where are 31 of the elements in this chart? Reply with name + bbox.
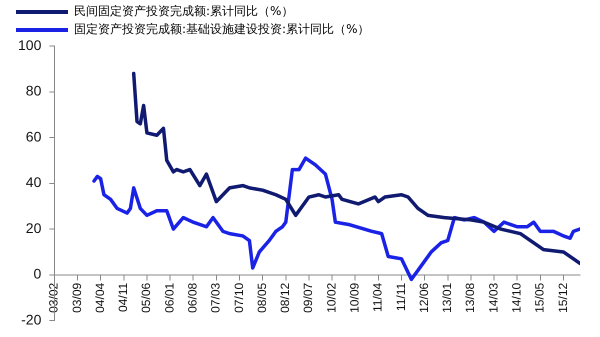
x-tick-label: 07/03 xyxy=(208,282,223,313)
y-tick-label: 80 xyxy=(26,82,42,99)
y-tick-label: -20 xyxy=(21,311,42,328)
y-tick-label: 0 xyxy=(34,266,42,282)
x-tick-label: 10/09 xyxy=(348,282,362,313)
legend-label: 民间固定资产投资完成额:累计同比（%） xyxy=(74,4,294,18)
x-tick-label: 03/09 xyxy=(70,282,84,313)
x-tick-label: 13/08 xyxy=(463,282,478,313)
y-tick-label: 100 xyxy=(18,36,42,53)
x-tick-label: 10/02 xyxy=(324,282,338,313)
x-tick-label: 14/10 xyxy=(510,282,524,313)
y-tick-label: 40 xyxy=(26,174,42,190)
x-tick-label: 04/04 xyxy=(92,282,107,313)
x-tick-label: 08/12 xyxy=(278,282,292,313)
y-tick-label: 60 xyxy=(26,128,42,144)
x-tick-label: 15/05 xyxy=(532,282,547,313)
x-tick-label: 11/11 xyxy=(394,282,408,312)
x-tick-label: 14/03 xyxy=(486,282,500,313)
x-tick-label: 12/06 xyxy=(416,282,431,313)
x-tick-label: 08/05 xyxy=(254,282,269,313)
x-tick-label: 15/12 xyxy=(556,282,570,313)
x-tick-label: 05/06 xyxy=(139,282,154,313)
x-tick-label: 13/01 xyxy=(440,282,454,313)
x-tick-label: 04/11 xyxy=(116,282,130,312)
x-tick-label: 06/08 xyxy=(186,282,200,313)
x-tick-label: 11/04 xyxy=(370,282,385,312)
y-tick-label: 20 xyxy=(26,220,42,236)
x-tick-label: 07/10 xyxy=(232,282,246,313)
legend-label: 固定资产投资完成额:基础设施建设投资:累计同比（%） xyxy=(74,22,370,36)
x-tick-label: 09/07 xyxy=(301,282,316,313)
x-tick-label: 06/01 xyxy=(162,282,176,313)
